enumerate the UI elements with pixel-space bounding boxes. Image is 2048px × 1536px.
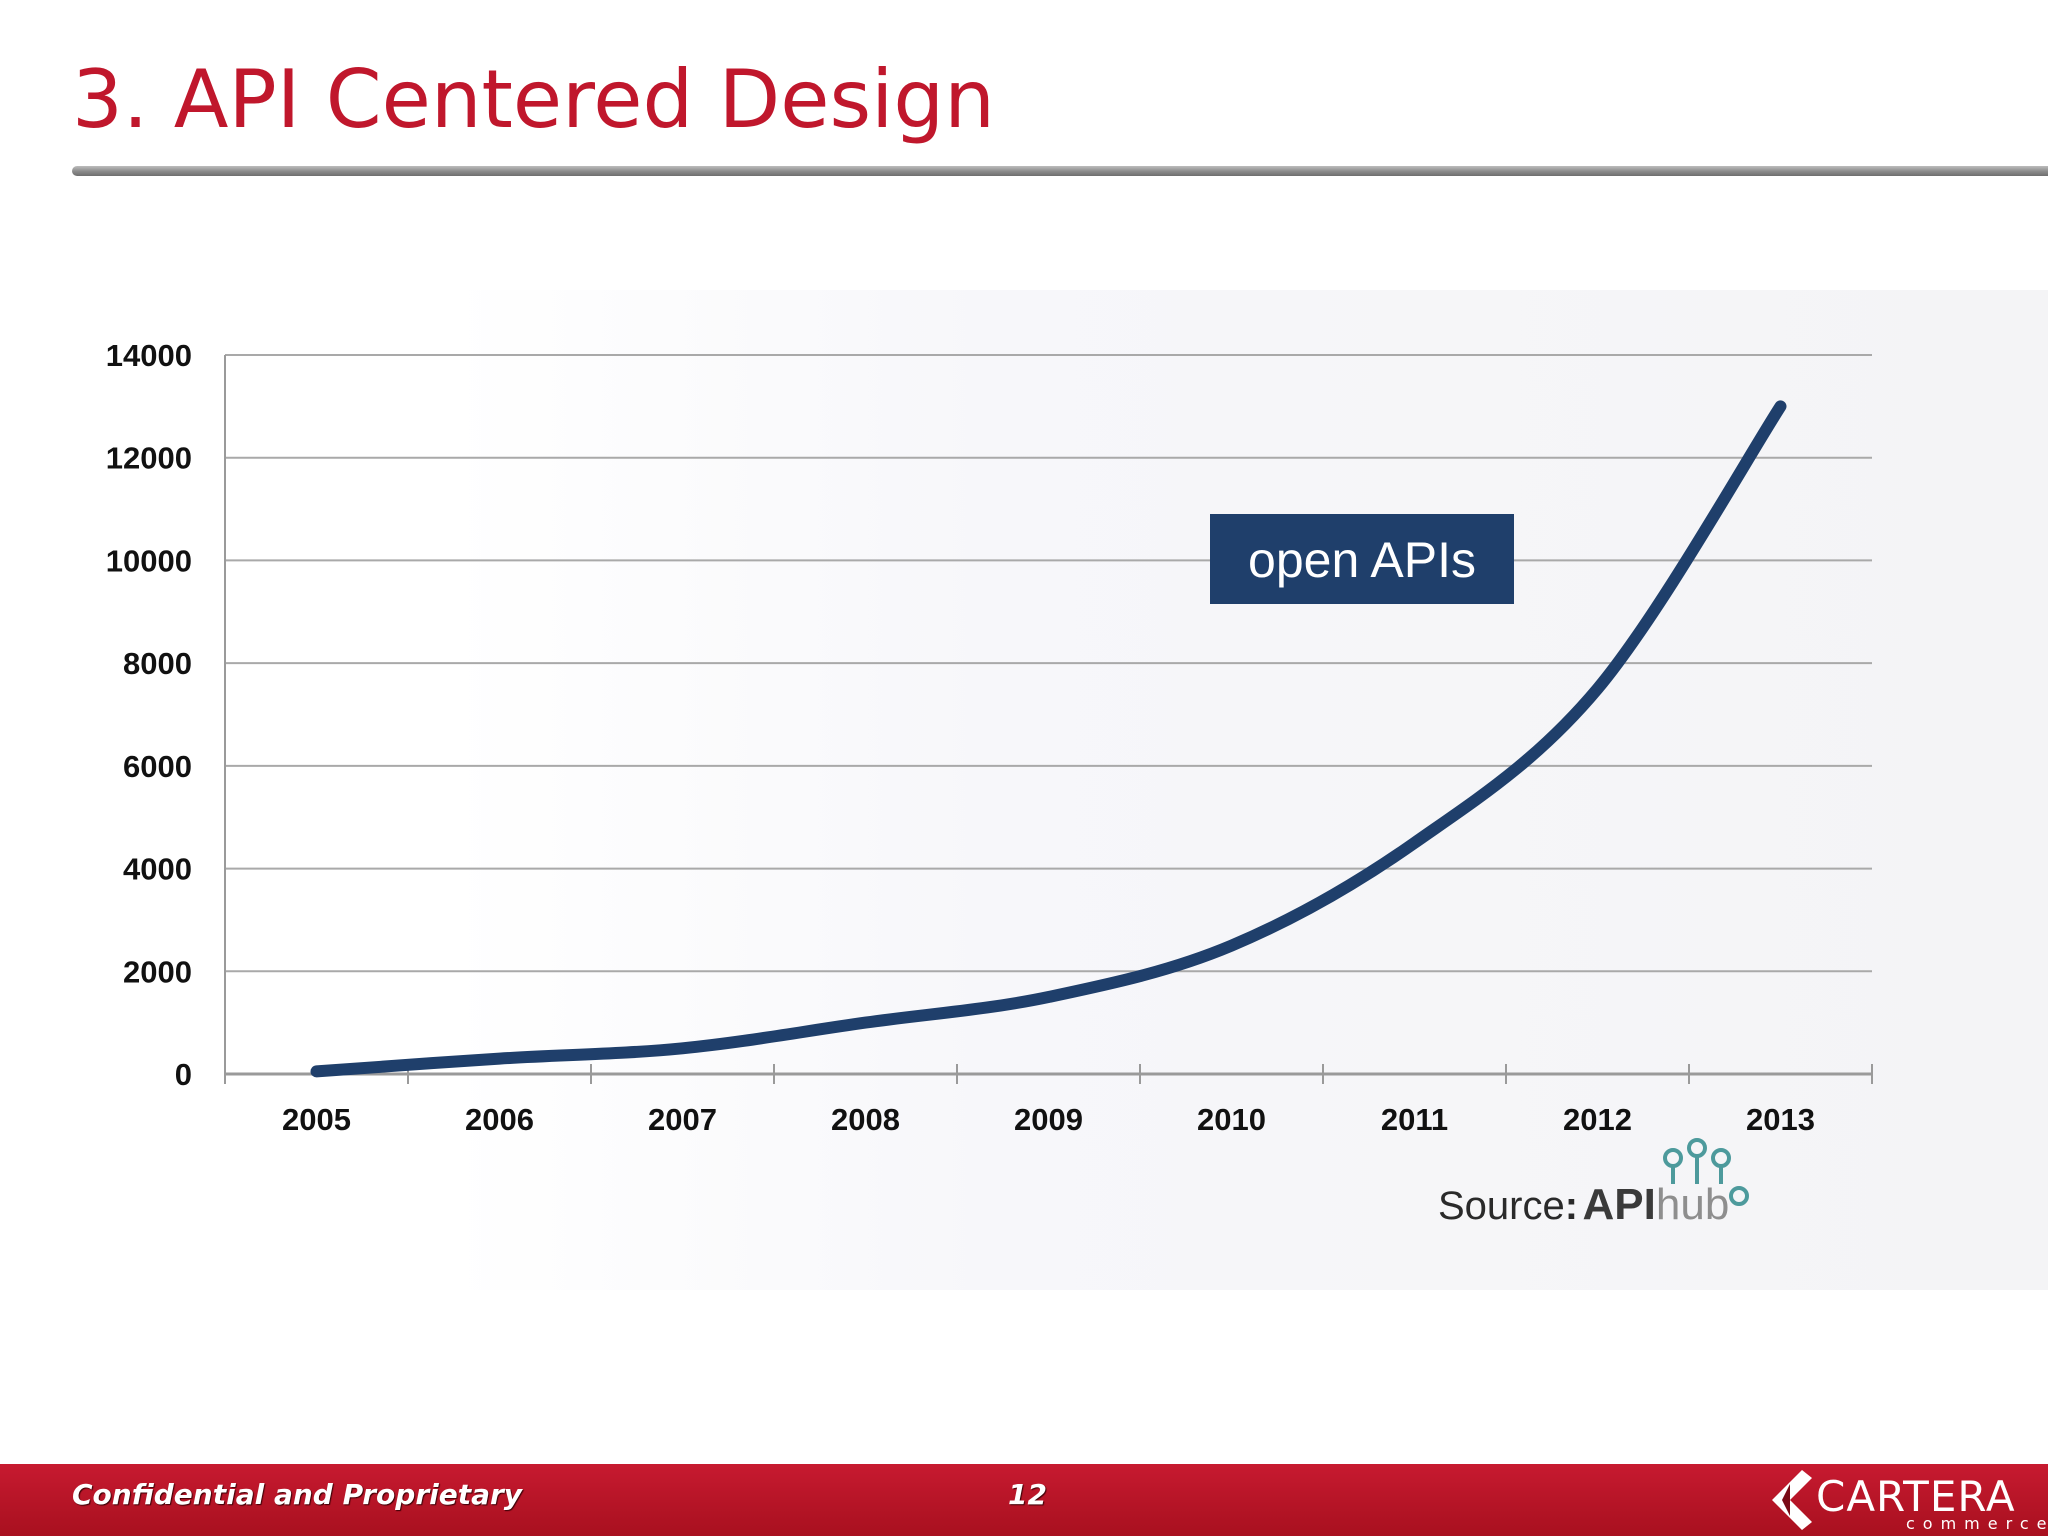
apihub-bubbles-icon [1662, 1138, 1749, 1206]
slide-title: 3. API Centered Design [72, 53, 995, 146]
source-label: Source [1438, 1184, 1565, 1228]
line-chart: 0 2000 4000 6000 8000 10000 12000 14000 2005 2006… [106, 338, 1873, 1137]
cartera-logo-mark-icon [1772, 1470, 1812, 1530]
apihub-logo: APIhub [1582, 1138, 1749, 1230]
y-tick-label-10000: 10000 [106, 543, 192, 578]
y-tick-label-12000: 12000 [106, 441, 192, 476]
y-tick-label-0: 0 [175, 1057, 192, 1092]
source-separator: : [1564, 1184, 1579, 1228]
cartera-logo-word: CARTERA [1816, 1472, 2016, 1521]
title-divider [72, 166, 2048, 176]
footer-confidential-text: Confidential and Proprietary [72, 1478, 523, 1511]
tick-labels: 0 2000 4000 6000 8000 10000 12000 14000 2005 2006… [106, 338, 1815, 1137]
y-tick-label-6000: 6000 [123, 749, 192, 784]
x-tick-label-2011: 2011 [1381, 1102, 1448, 1137]
x-tick-label-2007: 2007 [648, 1102, 717, 1137]
x-tick-label-2005: 2005 [282, 1102, 351, 1137]
y-tick-label-14000: 14000 [106, 338, 192, 373]
annotation-label: open APIs [1248, 532, 1476, 588]
source-credit: Source: APIhub [1438, 1138, 1749, 1260]
axes [224, 355, 1873, 1084]
annotation: open APIs [1210, 514, 1514, 604]
y-tick-label-4000: 4000 [123, 852, 192, 887]
y-tick-label-2000: 2000 [123, 954, 192, 989]
x-tick-label-2013: 2013 [1746, 1102, 1815, 1137]
cartera-logo: CARTERA commerce [1772, 1464, 2048, 1536]
apihub-logo-hub: hub [1655, 1180, 1730, 1229]
x-tick-label-2012: 2012 [1563, 1102, 1632, 1137]
x-tick-label-2010: 2010 [1197, 1102, 1266, 1137]
x-tick-label-2009: 2009 [1014, 1102, 1083, 1137]
chart-area: 0 2000 4000 6000 8000 10000 12000 14000 2005 2006… [0, 290, 2048, 1290]
gridlines [225, 354, 1872, 973]
y-tick-label-8000: 8000 [123, 646, 192, 681]
apihub-logo-api: API [1582, 1180, 1656, 1229]
page-number: 12 [1008, 1478, 1047, 1511]
series-line-0 [310, 400, 1787, 1078]
x-tick-label-2006: 2006 [465, 1102, 534, 1137]
x-tick-label-2008: 2008 [831, 1102, 900, 1137]
cartera-logo-sub: commerce [1906, 1514, 2048, 1533]
annotation-box [1210, 514, 1514, 604]
series-lines [310, 400, 1787, 1078]
footer-bar: Confidential and Proprietary 12 CARTERA … [0, 1464, 2048, 1536]
